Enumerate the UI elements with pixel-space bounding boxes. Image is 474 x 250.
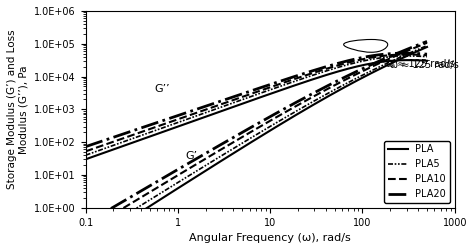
X-axis label: Angular Frequency (ω), rad/s: Angular Frequency (ω), rad/s [189, 233, 351, 243]
Legend: PLA, PLA5, PLA10, PLA20: PLA, PLA5, PLA10, PLA20 [384, 140, 450, 203]
Text: G’: G’ [185, 151, 197, 161]
Text: G’’: G’’ [154, 84, 170, 94]
Text: ω ≈ 125 rad/s: ω ≈ 125 rad/s [390, 60, 459, 70]
Text: ω ≈ 125 rad/s: ω ≈ 125 rad/s [386, 59, 455, 69]
Y-axis label: Storage Modulus (G’) and Loss
Modulus (G’’), Pa: Storage Modulus (G’) and Loss Modulus (G… [7, 30, 28, 189]
